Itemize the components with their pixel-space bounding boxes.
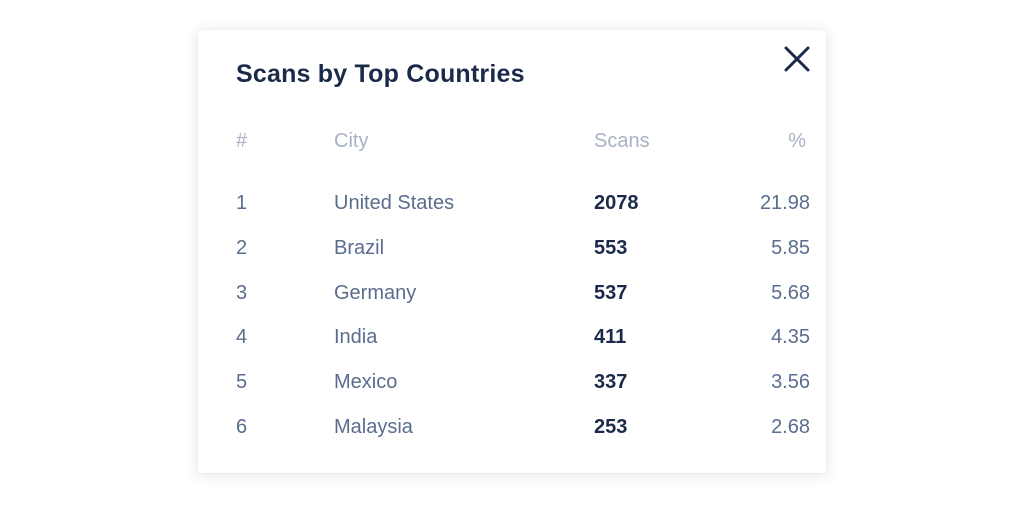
- header-city: City: [334, 130, 369, 152]
- row-percent: 5.85: [771, 236, 810, 259]
- row-scans: 337: [594, 371, 628, 394]
- row-city: Germany: [334, 281, 417, 304]
- header-rank: #: [236, 130, 248, 152]
- table-row: 3 Germany 537 5.68: [236, 278, 810, 323]
- table-row: 2 Brazil 553 5.85: [236, 233, 810, 278]
- row-scans: 2078: [594, 192, 639, 214]
- row-percent: 21.98: [759, 192, 810, 214]
- row-city: Brazil: [334, 236, 385, 259]
- row-rank: 5: [236, 371, 248, 394]
- close-button[interactable]: [782, 44, 812, 74]
- row-city: Mexico: [334, 371, 398, 394]
- countries-table: # City Scans % 1 United States 2078 21.9…: [236, 126, 810, 457]
- row-rank: 1: [236, 192, 248, 214]
- row-city: United States: [334, 192, 455, 214]
- table-row: 1 United States 2078 21.98: [236, 188, 810, 233]
- row-percent: 3.56: [771, 371, 810, 394]
- row-percent: 4.35: [771, 326, 810, 349]
- table-row: 4 India 411 4.35: [236, 322, 810, 367]
- top-countries-modal: Scans by Top Countries # City Scans % 1 …: [198, 30, 826, 473]
- table-row: 6 Malaysia 253 2.68: [236, 412, 810, 457]
- row-rank: 3: [236, 281, 248, 304]
- row-scans: 553: [594, 236, 628, 259]
- row-city: Malaysia: [334, 415, 413, 438]
- table-row: 5 Mexico 337 3.56: [236, 367, 810, 412]
- row-percent: 2.68: [771, 415, 810, 438]
- header-scans: Scans: [594, 130, 650, 152]
- table-header-row: # City Scans %: [236, 126, 810, 156]
- modal-title: Scans by Top Countries: [236, 60, 525, 88]
- row-rank: 2: [236, 236, 248, 259]
- header-percent: %: [788, 130, 806, 152]
- row-scans: 253: [594, 415, 628, 438]
- row-city: India: [334, 326, 378, 349]
- row-rank: 4: [236, 326, 248, 349]
- close-icon: [784, 46, 810, 72]
- row-scans: 411: [594, 326, 627, 349]
- row-rank: 6: [236, 415, 248, 438]
- row-scans: 537: [594, 281, 628, 304]
- row-percent: 5.68: [771, 281, 810, 304]
